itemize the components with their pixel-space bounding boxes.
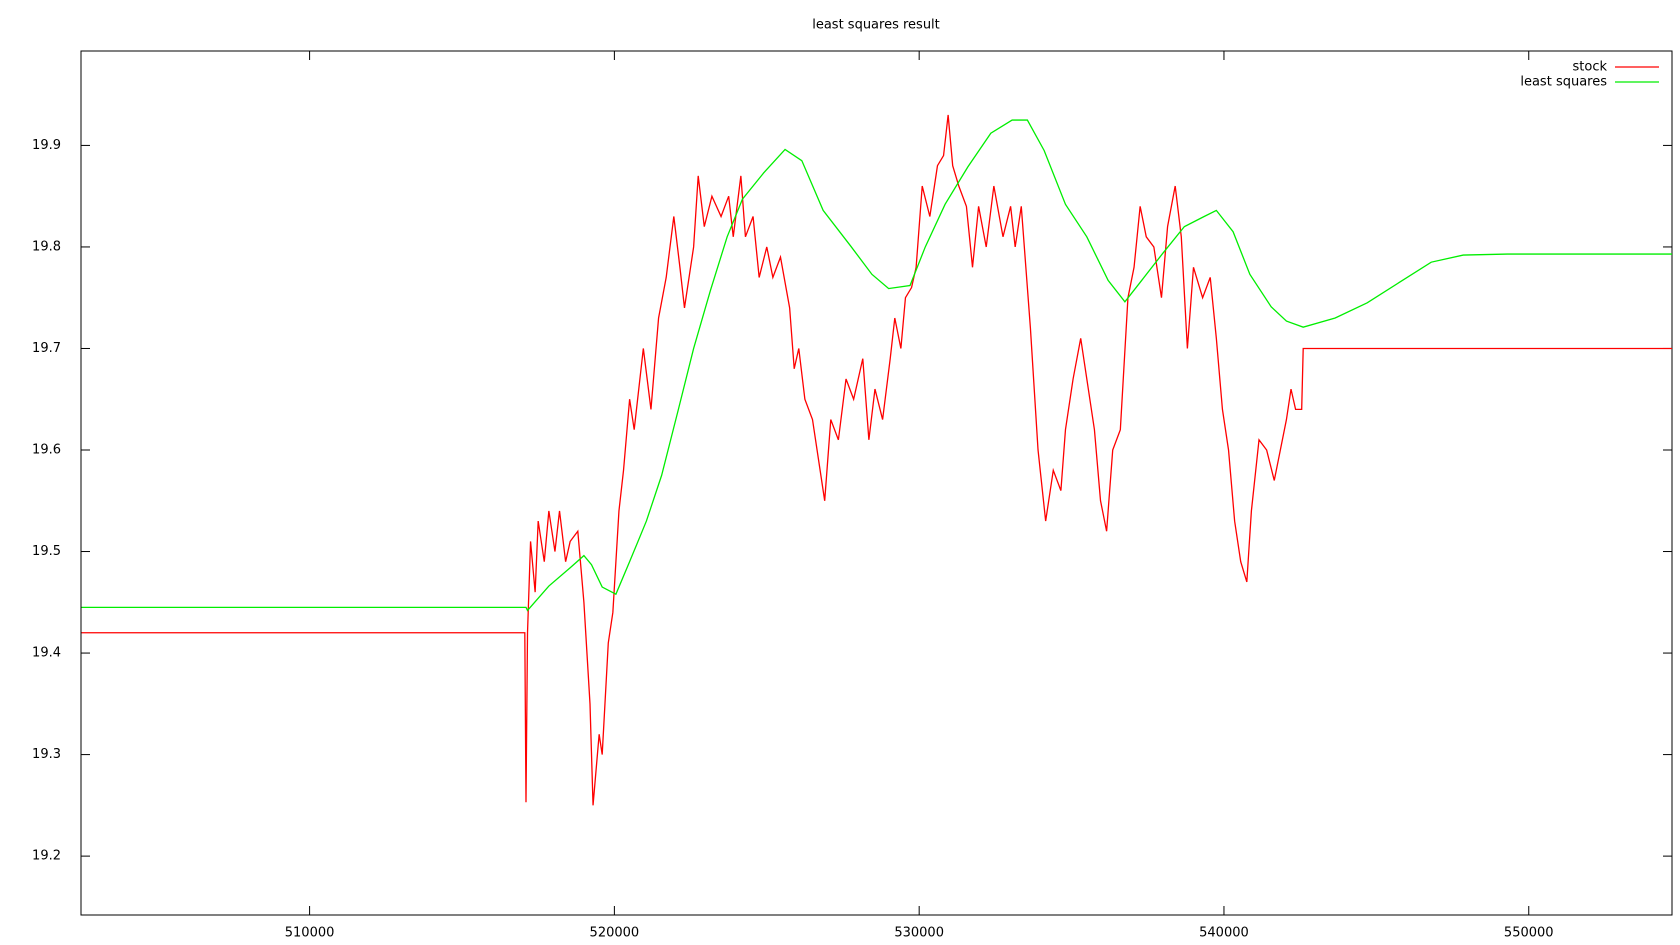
x-tick-label: 550000 (1504, 926, 1554, 941)
x-tick-label: 520000 (590, 926, 640, 941)
series-line (81, 114, 1672, 806)
legend-label: least squares (1520, 75, 1607, 90)
x-tick-label: 510000 (285, 926, 335, 941)
plot-frame (80, 50, 1673, 916)
y-tick-label: 19.3 (32, 747, 61, 762)
y-tick-label: 19.2 (32, 849, 61, 864)
x-tick-label: 530000 (894, 926, 944, 941)
y-tick-label: 19.6 (32, 443, 61, 458)
series-line (81, 119, 1672, 612)
y-tick-label: 19.9 (32, 138, 61, 153)
y-tick-label: 19.8 (32, 239, 61, 254)
chart-title: least squares result (812, 18, 940, 33)
x-tick-label: 540000 (1199, 926, 1249, 941)
y-tick-label: 19.5 (32, 544, 61, 559)
y-tick-label: 19.4 (32, 646, 61, 661)
legend-label: stock (1573, 60, 1608, 75)
y-tick-label: 19.7 (32, 341, 61, 356)
